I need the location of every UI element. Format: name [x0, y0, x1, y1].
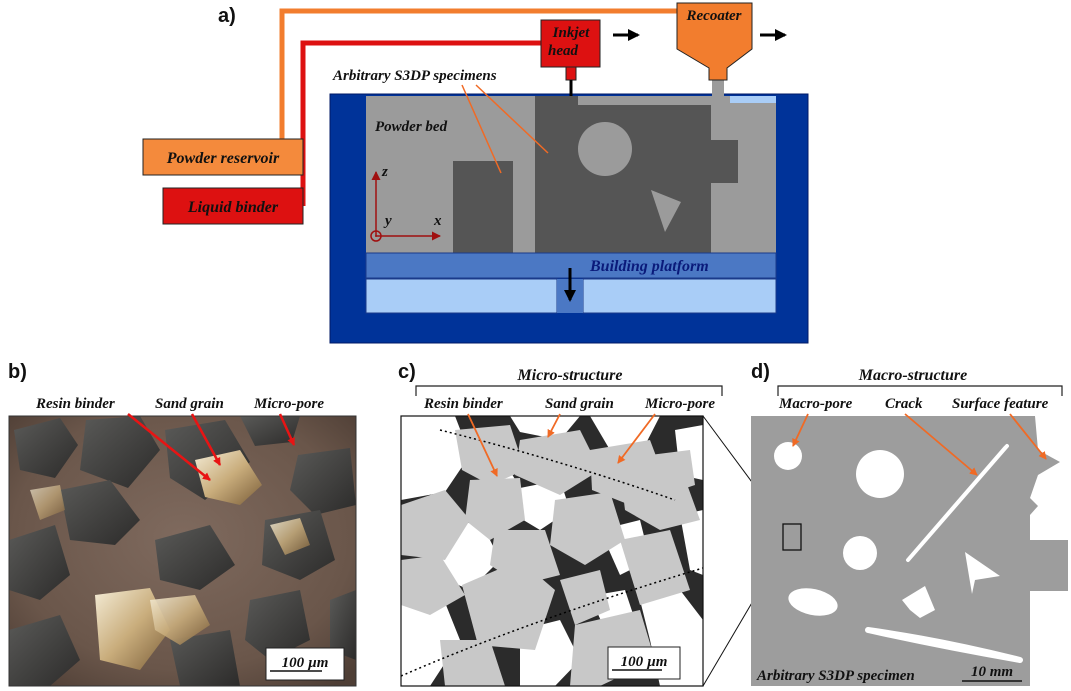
macro-specimen [751, 416, 1068, 686]
macro-bracket [777, 385, 1063, 396]
micrograph-pore-arrow [278, 413, 296, 446]
microstructure [401, 416, 703, 686]
micro-resin-arrow [467, 413, 498, 477]
micrograph-sand-arrow [190, 413, 222, 466]
inkjet-nozzle [565, 66, 577, 81]
micro-bracket-title: Micro-structure [517, 367, 623, 384]
recoater-nozzle [712, 80, 724, 96]
powder-feed-line [279, 8, 680, 139]
panel-label-c: c) [398, 361, 416, 383]
panel-label-a: a) [218, 5, 236, 27]
micrograph [9, 416, 356, 686]
micrograph-sand-label: Sand grain [155, 396, 224, 412]
fresh-powder-layer [730, 96, 776, 103]
micro-scalebar-text: 100 µm [621, 654, 668, 670]
powder-reservoir-label: Powder reservoir [166, 150, 280, 167]
macro-crack-bottom [865, 627, 1023, 663]
recoater-hopper [676, 2, 753, 81]
liquid-binder-label: Liquid binder [187, 199, 279, 216]
macro-surface-arrow [1009, 413, 1047, 460]
macro-specimen-label: Arbitrary S3DP specimen [756, 668, 915, 684]
micro-sand-arrow [547, 413, 561, 438]
recoater-label: Recoater [686, 8, 742, 24]
micrograph-border [8, 415, 357, 687]
micrograph-scalebar-box [265, 647, 345, 681]
micro-bracket [415, 385, 723, 396]
specimen-block-tab [706, 140, 738, 183]
powder-bed-label: Powder bed [375, 119, 448, 135]
micrograph-pore-label: Micro-pore [253, 396, 324, 412]
macro-pore-arrow [792, 413, 809, 447]
specimens-label: Arbitrary S3DP specimens [332, 68, 497, 84]
liquid-binder-box [162, 187, 304, 225]
panel-label-d: d) [751, 361, 770, 383]
axis-y-origin [370, 230, 382, 242]
macro-scale-text: 10 mm [971, 664, 1013, 680]
powder-reservoir-box [142, 138, 304, 176]
specimens-pointer-2 [475, 84, 549, 154]
axis-z-label: z [381, 164, 388, 180]
micrograph-scalebar-text: 100 µm [282, 655, 329, 671]
platform-chamber-right [582, 278, 777, 314]
macro-pore-label: Macro-pore [778, 396, 853, 412]
specimen-pore [578, 122, 632, 176]
micro-resin-label: Resin binder [423, 396, 503, 412]
micro-sand-label: Sand grain [545, 396, 614, 412]
macro-zoom-box [782, 523, 802, 551]
macro-pore-mid [843, 536, 877, 570]
micro-pore-label: Micro-pore [644, 396, 715, 412]
specimen-block [535, 96, 711, 253]
macro-pore-circle [774, 442, 802, 470]
recoater-spreading-layer [578, 96, 726, 105]
macro-pore-large [856, 450, 904, 498]
macro-bracket-title: Macro-structure [858, 367, 967, 384]
macro-surface-label: Surface feature [952, 396, 1049, 412]
macro-irregular-pore [902, 586, 935, 618]
specimens-pointer-1 [461, 84, 502, 174]
building-platform-label: Building platform [589, 258, 709, 275]
axis-y-label: y [383, 213, 392, 229]
specimen-notch [651, 190, 681, 232]
specimen-bar [453, 161, 513, 253]
macro-crack-arrow [904, 413, 978, 476]
microstructure-border [400, 415, 704, 687]
axis-y-origin-dot [375, 235, 377, 237]
platform-chamber-left [365, 278, 558, 314]
micrograph-resin-label: Resin binder [35, 396, 115, 412]
micro-scalebar-box [607, 646, 681, 680]
micrograph-resin-arrow [127, 413, 211, 481]
inkjet-head [540, 19, 601, 68]
inkjet-label-line1: Inkjet [552, 25, 591, 41]
macro-triangle-notch [965, 552, 1000, 594]
macro-pore-ellipse [788, 588, 838, 616]
inkjet-label-line2: head [548, 43, 579, 59]
macro-crack-label: Crack [885, 396, 923, 412]
micro-pore-arrow [617, 413, 656, 464]
axis-x-label: x [433, 213, 442, 229]
macro-crack [906, 444, 1009, 562]
panel-label-b: b) [8, 361, 27, 383]
